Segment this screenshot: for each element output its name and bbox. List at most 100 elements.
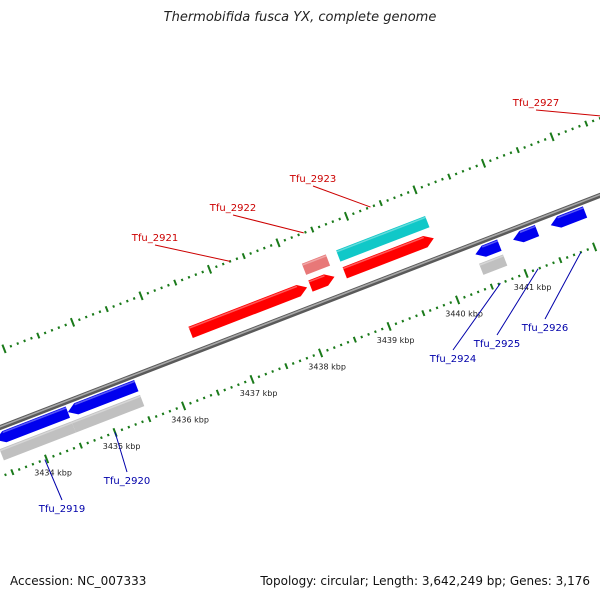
forward-tick-mark bbox=[378, 199, 383, 207]
reverse-tick-mark bbox=[415, 314, 418, 318]
reverse-tick-mark bbox=[346, 340, 350, 344]
forward-tick-mark bbox=[180, 278, 184, 282]
grey-feature-bar bbox=[0, 421, 76, 461]
reverse-tick-mark bbox=[558, 256, 563, 264]
forward-tick-mark bbox=[454, 172, 458, 176]
light-feature-bar bbox=[301, 254, 331, 275]
reverse-tick-mark bbox=[215, 389, 220, 396]
leader-line-Tfu_2925 bbox=[496, 268, 539, 336]
gene-arrow-Tfu_2924 bbox=[475, 239, 502, 257]
reverse-tick-mark bbox=[284, 362, 289, 370]
reverse-tick-mark bbox=[511, 277, 514, 281]
reverse-tick-mark bbox=[249, 374, 255, 384]
reverse-tick-mark bbox=[195, 399, 199, 403]
reverse-tick-mark bbox=[106, 433, 110, 437]
reverse-tick-mark bbox=[463, 295, 466, 299]
forward-tick-mark bbox=[283, 238, 287, 242]
forward-tick-mark bbox=[36, 332, 41, 339]
forward-tick-mark bbox=[324, 222, 328, 226]
cyan-feature-bar-shine bbox=[336, 216, 426, 253]
forward-tick-mark bbox=[427, 183, 431, 187]
forward-tick-mark bbox=[91, 312, 95, 316]
forward-tick-mark bbox=[235, 257, 239, 261]
gene-arrow-Tfu_2920 bbox=[67, 380, 139, 415]
gene-arrow-Tfu_2921 bbox=[188, 285, 308, 338]
scale-label: 3438 kbp bbox=[308, 363, 346, 372]
grey-feature-bar bbox=[71, 394, 145, 433]
cyan-feature-bar bbox=[336, 216, 430, 262]
forward-tick-mark bbox=[78, 318, 81, 322]
reverse-tick-mark bbox=[523, 268, 529, 278]
reverse-tick-mark bbox=[586, 248, 590, 252]
gene-arrow-Tfu_2919 bbox=[0, 406, 70, 443]
reverse-tick-mark bbox=[24, 465, 28, 469]
forward-tick-mark bbox=[153, 289, 157, 293]
forward-tick-mark bbox=[495, 156, 499, 160]
gene-arrow-Tfu_2925 bbox=[513, 225, 540, 243]
reverse-tick-mark bbox=[257, 375, 261, 379]
reverse-tick-mark bbox=[223, 388, 227, 392]
forward-tick-mark bbox=[98, 310, 102, 314]
accession-text: Accession: NC_007333 bbox=[10, 574, 147, 588]
forward-tick-mark bbox=[104, 305, 109, 313]
gene-label-Tfu_2922: Tfu_2922 bbox=[209, 203, 256, 214]
reverse-tick-mark bbox=[489, 283, 494, 290]
forward-tick-mark bbox=[16, 342, 20, 346]
reverse-tick-mark bbox=[517, 274, 521, 278]
reverse-tick-mark bbox=[65, 449, 69, 453]
scale-label: 3436 kbp bbox=[171, 416, 209, 425]
forward-tick-mark bbox=[564, 130, 568, 134]
reverse-tick-mark bbox=[483, 287, 487, 291]
reverse-tick-mark bbox=[531, 269, 535, 273]
forward-tick-mark bbox=[536, 140, 540, 144]
forward-tick-mark bbox=[64, 323, 68, 327]
reverse-tick-mark bbox=[181, 401, 187, 411]
reverse-tick-mark bbox=[10, 468, 15, 476]
reverse-tick-mark bbox=[72, 446, 76, 450]
grey-feature-bar-shine bbox=[71, 395, 141, 424]
reverse-tick-mark bbox=[421, 309, 426, 317]
forward-tick-mark bbox=[125, 299, 129, 303]
forward-tick-mark bbox=[297, 233, 300, 237]
forward-tick-mark bbox=[343, 211, 350, 221]
reverse-tick-mark bbox=[202, 396, 206, 400]
reverse-tick-mark bbox=[455, 295, 461, 305]
forward-tick-mark bbox=[468, 167, 472, 171]
forward-tick-mark bbox=[406, 191, 410, 194]
forward-tick-mark bbox=[138, 291, 144, 301]
forward-tick-mark bbox=[173, 279, 178, 286]
reverse-tick-mark bbox=[161, 412, 165, 416]
leader-line-Tfu_2927 bbox=[535, 109, 600, 117]
scale-label: 3440 kbp bbox=[445, 310, 483, 319]
scale-label: 3434 kbp bbox=[34, 469, 72, 478]
forward-tick-mark bbox=[50, 328, 54, 332]
leader-line-Tfu_2922 bbox=[232, 214, 304, 234]
leader-line-Tfu_2920 bbox=[114, 432, 128, 473]
forward-tick-mark bbox=[331, 220, 335, 224]
leader-line-Tfu_2919 bbox=[44, 459, 63, 501]
reverse-tick-mark bbox=[154, 415, 158, 418]
reverse-tick-mark bbox=[278, 367, 281, 371]
gene-arrow-Tfu_2926-shine bbox=[557, 207, 584, 219]
reverse-tick-mark bbox=[312, 354, 316, 358]
gene-label-Tfu_2924: Tfu_2924 bbox=[429, 354, 476, 365]
forward-tick-mark bbox=[372, 204, 376, 208]
reverse-tick-mark bbox=[31, 462, 35, 466]
forward-tick-mark bbox=[523, 145, 526, 149]
reverse-tick-mark bbox=[592, 242, 598, 252]
reverse-tick-mark bbox=[52, 454, 55, 458]
reverse-tick-mark bbox=[93, 438, 96, 442]
reverse-tick-mark bbox=[78, 442, 83, 449]
reverse-tick-mark bbox=[17, 468, 21, 471]
leader-line-Tfu_2926 bbox=[544, 251, 582, 320]
gene-arrow-Tfu_2922 bbox=[308, 274, 335, 292]
gene-arrow-Tfu_2919-shine bbox=[2, 407, 67, 434]
reverse-tick-mark bbox=[360, 335, 364, 339]
reverse-tick-mark bbox=[394, 322, 398, 326]
reverse-tick-mark bbox=[504, 279, 507, 283]
reverse-tick-mark bbox=[141, 420, 144, 424]
reverse-tick-mark bbox=[243, 380, 247, 384]
reverse-tick-mark bbox=[469, 293, 473, 297]
forward-tick-mark bbox=[447, 173, 452, 180]
forward-tick-mark bbox=[338, 217, 342, 221]
